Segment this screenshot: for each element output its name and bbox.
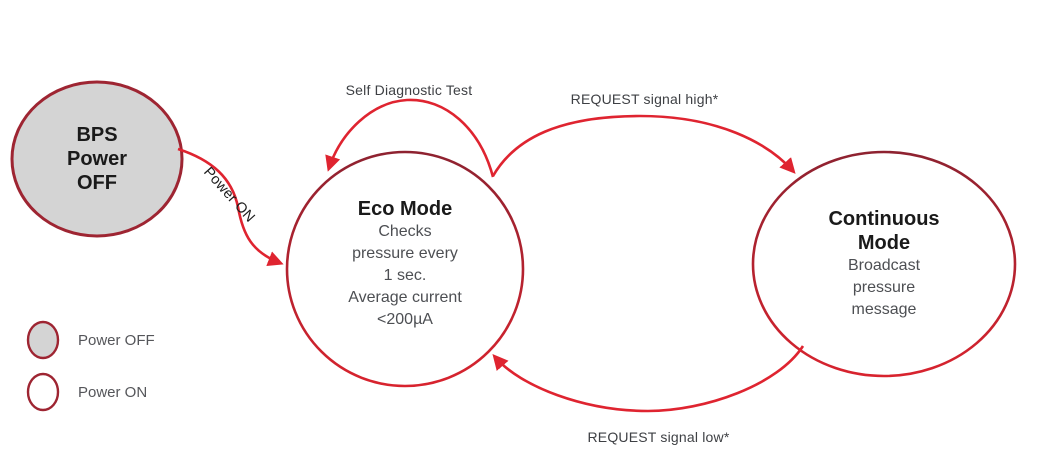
state-circle-bps-power-off (10, 80, 184, 238)
legend-power-off-swatch (26, 320, 60, 360)
request-high-arrow (491, 114, 796, 177)
legend-power-on-swatch (26, 372, 60, 412)
request-low-arrow (492, 345, 805, 413)
power-on-arrow (177, 147, 284, 266)
state-circle-eco-mode (285, 150, 525, 388)
self-diagnostic-loop-arrow (325, 98, 495, 178)
state-circle-continuous-mode (751, 150, 1017, 378)
